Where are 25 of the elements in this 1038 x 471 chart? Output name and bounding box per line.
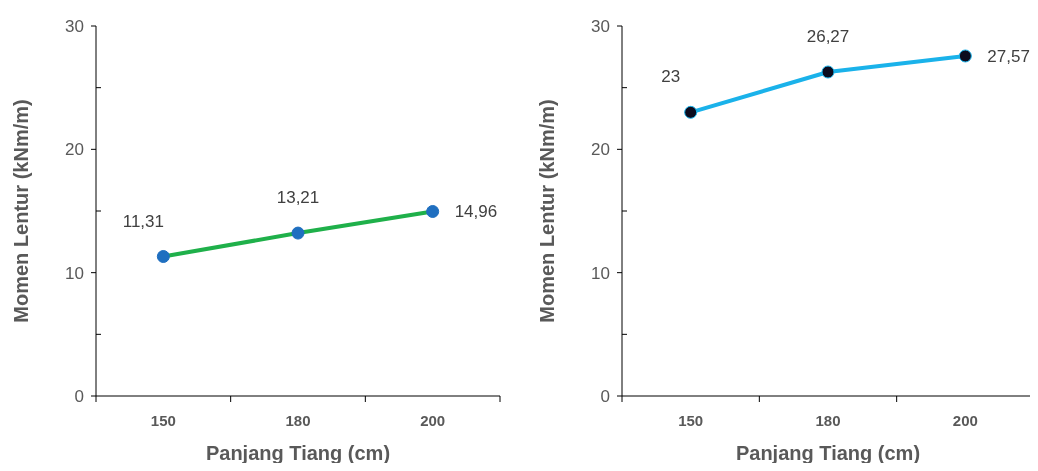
data-label: 26,27 bbox=[806, 27, 850, 46]
y-tick-label: 20 bbox=[65, 140, 84, 160]
data-label: 13,21 bbox=[276, 188, 320, 208]
data-label: 23 bbox=[661, 67, 681, 87]
y-tick-label: 30 bbox=[591, 16, 610, 36]
x-tick-label: 150 bbox=[678, 412, 704, 429]
x-tick-label: 150 bbox=[150, 412, 176, 429]
y-tick-label: 10 bbox=[65, 263, 84, 283]
y-tick-label: 0 bbox=[74, 386, 84, 406]
data-label: 27,57 bbox=[987, 46, 1030, 66]
y-tick-label: 30 bbox=[65, 16, 84, 36]
x-tick-label: 200 bbox=[952, 412, 978, 429]
x-tick-label: 180 bbox=[285, 412, 311, 429]
x-tick-label: 180 bbox=[815, 412, 841, 429]
data-label: 11,31 bbox=[122, 211, 164, 231]
x-tick-label: 200 bbox=[420, 412, 446, 429]
data-label: 14,96 bbox=[454, 202, 498, 222]
point bbox=[684, 105, 698, 119]
y-tick-label: 20 bbox=[591, 140, 610, 160]
y-tick-label: 0 bbox=[600, 386, 610, 406]
y-axis-title: Momen Lentur (kNm/m) bbox=[536, 99, 558, 323]
y-axis-title: Momen Lentur (kNm/m) bbox=[10, 99, 32, 323]
y-tick-label: 10 bbox=[591, 263, 610, 283]
point bbox=[821, 65, 835, 79]
point bbox=[958, 49, 972, 63]
